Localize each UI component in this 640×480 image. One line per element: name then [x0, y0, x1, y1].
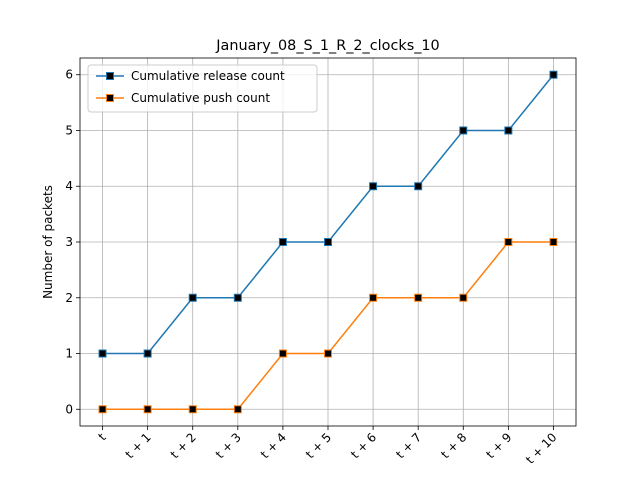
x-tick-label: t + 3 [213, 430, 244, 461]
series-2-point [233, 405, 242, 414]
y-tick-label: 0 [65, 402, 73, 416]
series-1-point [324, 238, 332, 246]
x-tick-label: t + 7 [393, 430, 424, 461]
series-layer [98, 70, 558, 414]
x-tick-label: t + 2 [168, 430, 199, 461]
x-tick-label: t + 1 [123, 430, 154, 461]
series-1-point [369, 182, 378, 191]
x-tick-label: t [95, 430, 108, 443]
chart-title: January_08_S_1_R_2_clocks_10 [215, 38, 439, 54]
y-axis-ticks: 0 1 2 3 4 5 6 [65, 68, 80, 416]
series-2-point [369, 293, 378, 302]
series-2-point [278, 349, 287, 358]
x-axis-ticks: t t + 1 t + 2 t + 3 t + 4 t + 5 t + 6 t + 7 t + … [95, 426, 560, 467]
y-tick-label: 4 [65, 179, 73, 193]
series-1-point [188, 293, 197, 302]
legend-box [87, 64, 318, 113]
y-tick-label: 6 [65, 68, 73, 82]
y-tick-label: 3 [65, 235, 73, 249]
series-1-point [233, 293, 242, 302]
series-2-point [549, 238, 558, 246]
series-1-point [549, 70, 558, 79]
legend-marker [106, 94, 114, 102]
legend-label: Cumulative push count [131, 91, 270, 105]
y-tick-label: 2 [65, 291, 73, 305]
legend-marker [106, 72, 114, 80]
series-1-point [143, 349, 152, 358]
y-tick-label: 5 [65, 123, 73, 137]
x-tick-label: t + 6 [348, 430, 379, 461]
y-tick-label: 1 [65, 347, 73, 361]
series-2-point [188, 405, 197, 414]
x-tick-label: t + 8 [438, 430, 469, 461]
series-2-point [98, 405, 107, 414]
series-2-point [459, 293, 468, 302]
series-2-point [324, 349, 332, 358]
x-tick-label: t + 4 [258, 430, 289, 461]
series-2-point [414, 293, 423, 302]
series-1-point [278, 238, 287, 246]
series-2-point [504, 238, 513, 246]
legend: Cumulative release count Cumulative push … [87, 64, 318, 113]
x-tick-label: t + 9 [483, 430, 514, 461]
series-1-point [414, 182, 423, 191]
legend-label: Cumulative release count [131, 69, 285, 83]
series-2-point [143, 405, 152, 414]
series-1-point [98, 349, 107, 358]
series-1-point [504, 126, 513, 135]
x-tick-label: t + 10 [523, 430, 560, 467]
series-1-point [459, 126, 468, 135]
x-tick-label: t + 5 [303, 430, 334, 461]
y-axis-label: Number of packets [41, 185, 55, 299]
